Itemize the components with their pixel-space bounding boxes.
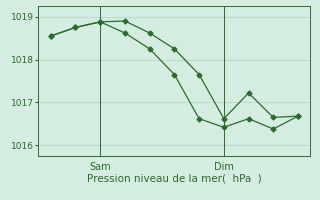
X-axis label: Pression niveau de la mer(  hPa  ): Pression niveau de la mer( hPa ) xyxy=(87,174,262,184)
